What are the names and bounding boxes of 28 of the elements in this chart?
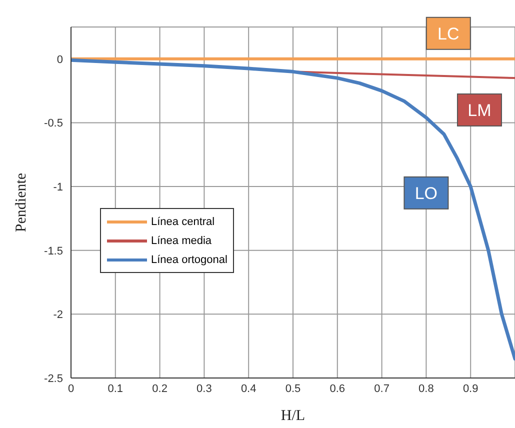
y-tick-label: -2 bbox=[53, 309, 63, 322]
label-box: LO bbox=[404, 176, 449, 210]
label-box: LC bbox=[426, 16, 471, 50]
legend-label: Línea ortogonal bbox=[151, 254, 228, 266]
x-tick-label: 0.2 bbox=[152, 382, 168, 395]
y-tick-label: -2.5 bbox=[44, 372, 63, 385]
x-axis-title: H/L bbox=[280, 408, 306, 424]
legend-label: Línea media bbox=[151, 234, 212, 246]
y-tick-label: 0 bbox=[56, 54, 63, 66]
y-tick-label: -0.5 bbox=[44, 118, 63, 130]
x-tick-label: 0.4 bbox=[240, 382, 256, 395]
x-tick-label: 0.5 bbox=[285, 382, 301, 395]
x-tick-label: 0 bbox=[68, 382, 74, 395]
x-tick-label: 0.1 bbox=[108, 382, 124, 395]
legend-label: Línea central bbox=[151, 216, 215, 228]
y-tick-label: -1.5 bbox=[44, 245, 63, 258]
label-box: LM bbox=[456, 93, 502, 126]
x-tick-label: 0.6 bbox=[330, 382, 346, 395]
x-tick-label: 0.7 bbox=[374, 382, 390, 395]
annotation: LM bbox=[468, 100, 492, 120]
x-tick-label: 0.9 bbox=[462, 382, 478, 395]
line-series bbox=[71, 58, 515, 361]
x-tick-label: 0.8 bbox=[418, 382, 434, 395]
y-axis-title: Pendiente bbox=[13, 172, 30, 232]
y-tick-label: -1 bbox=[53, 181, 63, 194]
x-tick-label: 0.3 bbox=[196, 382, 212, 395]
annotation: LO bbox=[414, 184, 438, 203]
annotation: LC bbox=[438, 24, 460, 44]
